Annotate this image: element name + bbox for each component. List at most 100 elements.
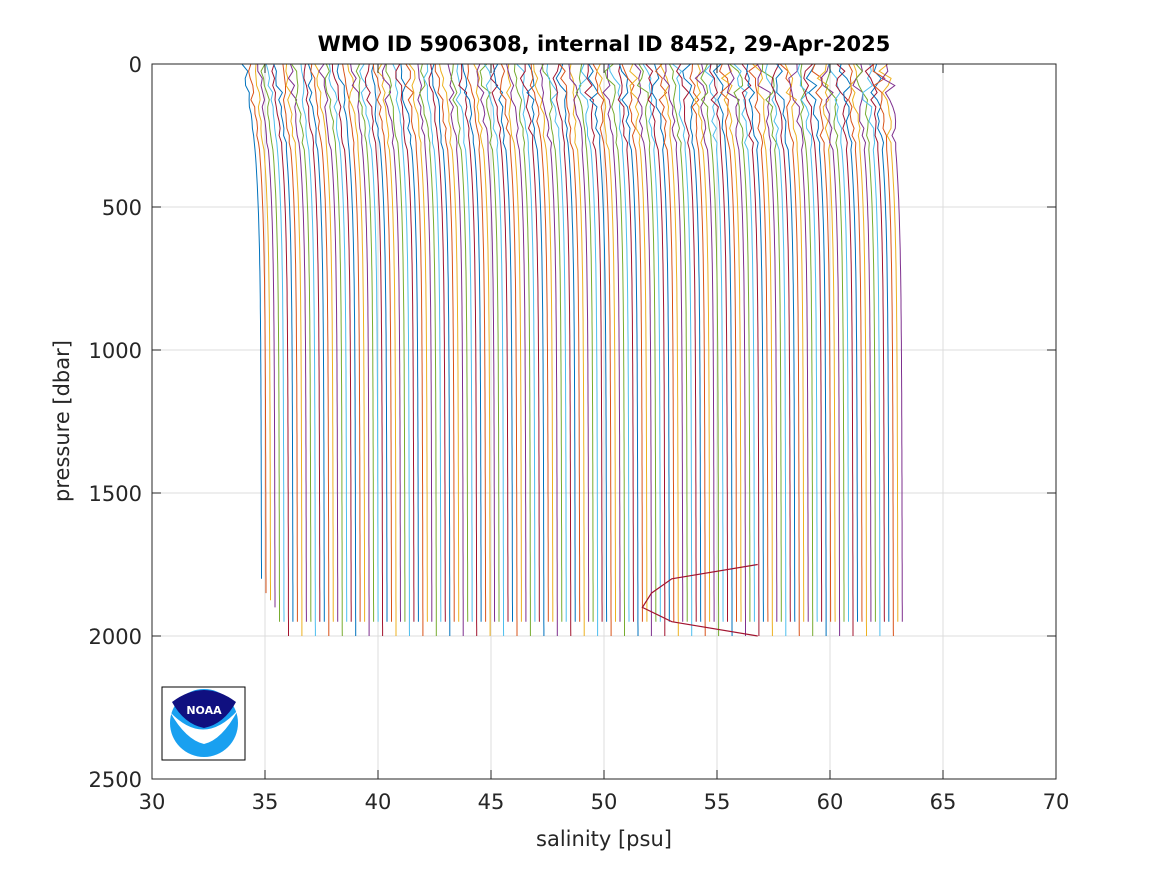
profile-line (350, 63, 370, 636)
profile-line (526, 63, 545, 636)
y-tick-label: 2500 (89, 768, 142, 792)
profile-line (541, 63, 563, 622)
profile-line (569, 63, 585, 636)
x-tick-label: 55 (704, 790, 731, 814)
profile-line (539, 63, 558, 636)
y-tick-label: 0 (129, 53, 142, 77)
profile-line (318, 63, 339, 622)
profile-line (741, 63, 760, 636)
profile-line (248, 63, 267, 594)
profile-line (824, 63, 845, 622)
profile-line (419, 63, 437, 636)
profile-line (634, 63, 652, 636)
profile-line (473, 63, 491, 636)
profile-line (513, 63, 531, 636)
profile-line (489, 63, 509, 622)
profile-line (254, 63, 271, 601)
profile-line (835, 63, 854, 636)
profile-line (395, 63, 415, 622)
profile-line (400, 63, 419, 622)
profile-line (602, 63, 621, 622)
profile-line (328, 63, 348, 622)
anomalous-profile-line (641, 563, 758, 637)
profile-line (756, 63, 778, 622)
profile-line (693, 63, 711, 622)
profile-line (746, 63, 764, 622)
profile-line (271, 63, 289, 636)
profile-line (428, 63, 446, 622)
profile-line (672, 63, 693, 636)
profile-line (347, 63, 366, 622)
profile-line (260, 63, 280, 622)
profile-line (584, 63, 603, 622)
profile-line (852, 63, 872, 622)
profile-line (479, 63, 500, 622)
profile-line (300, 63, 316, 636)
y-tick-label: 2000 (89, 625, 142, 649)
y-tick-label: 500 (102, 196, 142, 220)
profile-line (450, 63, 469, 622)
x-tick-label: 50 (591, 790, 618, 814)
profile-line (878, 63, 899, 622)
profile-line (689, 63, 706, 636)
profile-line (775, 63, 796, 622)
profile-line (519, 63, 540, 622)
profile-line (870, 63, 890, 622)
profile-line (712, 63, 733, 637)
profile-line (555, 63, 576, 622)
profile-line (872, 63, 894, 637)
profile-line (784, 63, 805, 622)
profile-line (848, 63, 863, 622)
profile-line (404, 63, 424, 636)
profiles (241, 63, 903, 637)
profile-line (282, 63, 298, 622)
profile-line (568, 63, 590, 622)
profile-line (417, 63, 433, 622)
chart-title: WMO ID 5906308, internal ID 8452, 29-Apr… (318, 32, 891, 56)
profile-line (729, 63, 751, 622)
profile-line (381, 63, 401, 622)
profile-line (752, 63, 773, 636)
profile-line (797, 63, 818, 622)
profile-line (596, 63, 616, 622)
profile-line (636, 63, 657, 622)
profile-line (811, 63, 832, 622)
logo-navy-cap (172, 690, 236, 728)
profile-line (655, 63, 675, 622)
profile-line (838, 63, 858, 622)
profile-line (506, 63, 527, 622)
profile-line (709, 63, 728, 622)
profile-line (516, 63, 536, 622)
profile-line (651, 63, 670, 622)
profile-line (342, 63, 361, 622)
profile-line (816, 63, 836, 622)
profile-line (303, 63, 321, 622)
profile-line (659, 63, 679, 636)
profile-line (546, 63, 567, 622)
profile-line (290, 63, 312, 622)
x-tick-label: 35 (252, 790, 279, 814)
profile-line (694, 63, 715, 622)
logo-text: NOAA (186, 704, 222, 717)
x-tick-label: 30 (139, 790, 166, 814)
noaa-logo: NOAA (161, 686, 246, 761)
profile-line (285, 63, 303, 636)
profile-line (676, 63, 697, 622)
profile-line (431, 63, 451, 636)
profile-line (765, 63, 787, 636)
profile-line (408, 63, 428, 622)
profile-line (642, 63, 661, 622)
profile-line (862, 63, 881, 636)
profile-line (788, 63, 809, 622)
x-tick-label: 65 (930, 790, 957, 814)
profile-line (682, 63, 702, 622)
profile-line (423, 63, 442, 622)
profile-line (359, 63, 379, 622)
profile-line (462, 63, 482, 622)
profile-line (331, 63, 352, 622)
profile-line (604, 63, 625, 636)
profile-line (881, 63, 903, 622)
logo-bird-wing (170, 710, 238, 744)
profile-line (355, 63, 375, 622)
